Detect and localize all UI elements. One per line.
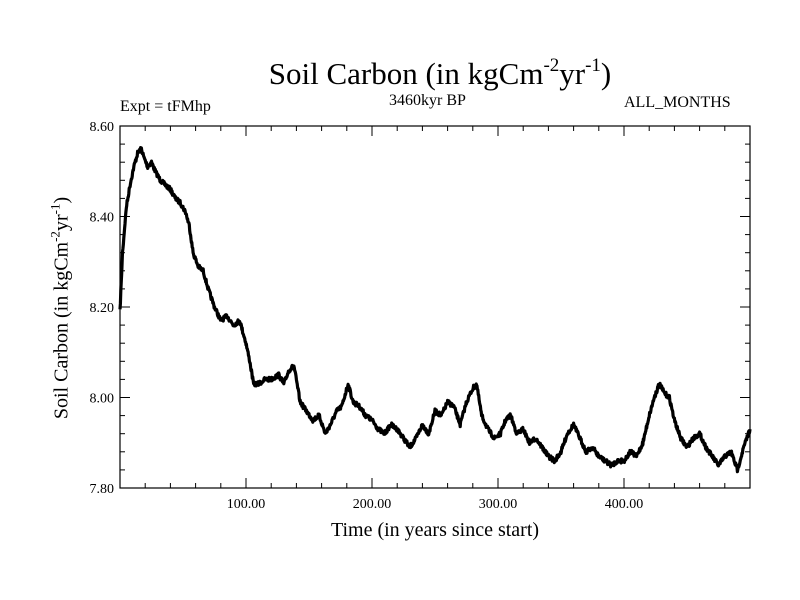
experiment-label: Expt = tFMhp — [120, 98, 211, 115]
chart-subtitle: 3460kyr BP — [389, 92, 466, 109]
series-line-soil-carbon — [118, 146, 752, 474]
axis-ticks — [120, 126, 750, 488]
chart-title: Soil Carbon (in kgCm-2yr-1) — [268, 55, 612, 91]
x-tick-label: 200.00 — [353, 497, 392, 512]
y-tick-label: 7.80 — [90, 482, 115, 497]
x-tick-label: 400.00 — [605, 497, 644, 512]
y-tick-label: 8.20 — [90, 301, 115, 316]
x-tick-label: 300.00 — [479, 497, 518, 512]
months-label: ALL_MONTHS — [624, 94, 731, 111]
y-tick-label: 8.60 — [90, 120, 115, 135]
y-tick-label: 8.40 — [90, 211, 115, 226]
tick-labels: 100.00 200.00 300.00 400.00 7.80 8.00 8.20 8.40… — [90, 120, 644, 512]
y-tick-label: 8.00 — [90, 392, 115, 407]
x-axis-label: Time (in years since start) — [330, 519, 540, 541]
x-tick-label: 100.00 — [227, 497, 266, 512]
